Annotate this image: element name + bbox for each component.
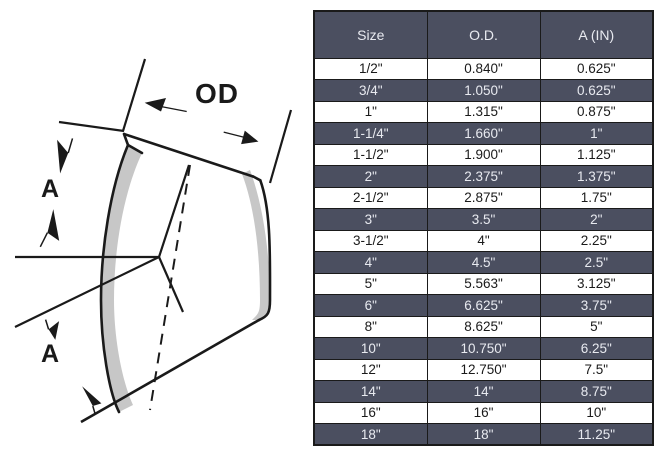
svg-text:A: A [41, 175, 59, 203]
svg-text:A: A [41, 340, 59, 368]
svg-text:OD: OD [195, 78, 239, 109]
